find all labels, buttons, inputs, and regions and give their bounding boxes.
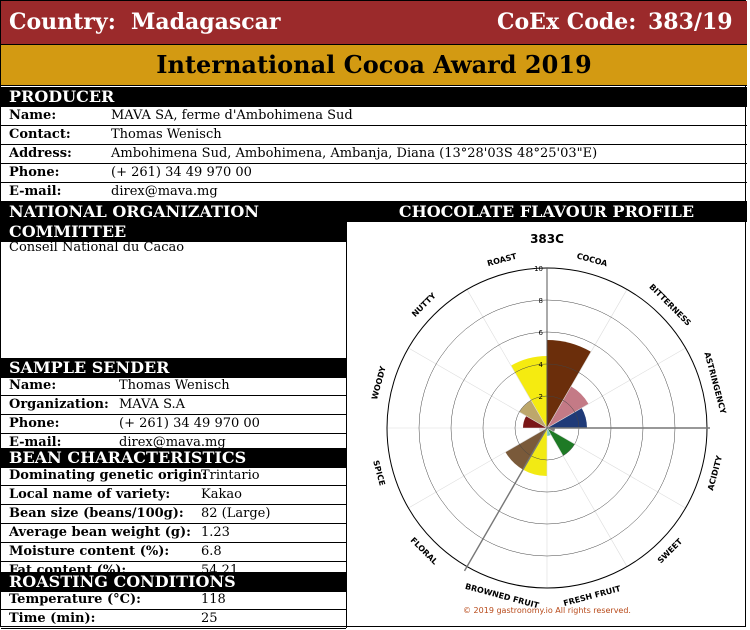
sector-roast bbox=[511, 356, 547, 428]
sender-row: Organization: MAVA S.A bbox=[1, 396, 346, 415]
ray-line bbox=[463, 427, 548, 572]
category-label: FLORAL bbox=[409, 536, 440, 567]
producer-value: Ambohimena Sud, Ambohimena, Ambanja, Dia… bbox=[111, 146, 598, 161]
roasting-section-title: ROASTING CONDITIONS bbox=[1, 572, 346, 592]
producer-key: Address: bbox=[9, 146, 72, 161]
producer-row: Contact: Thomas Wenisch bbox=[1, 126, 747, 145]
category-label: ACIDITY bbox=[706, 454, 724, 491]
roasting-row: Temperature (°C): 118 bbox=[1, 591, 346, 610]
sector-floral bbox=[505, 428, 547, 470]
sender-row: Phone: (+ 261) 34 49 970 00 bbox=[1, 415, 346, 434]
r-tick-label: 8 bbox=[539, 297, 543, 305]
coex-code: 383/19 bbox=[648, 9, 733, 35]
bean-value: Trintario bbox=[201, 468, 260, 483]
spoke-line bbox=[408, 347, 548, 429]
noc-section-title: NATIONAL ORGANIZATION COMMITTEE bbox=[1, 202, 346, 242]
sender-key: Name: bbox=[9, 378, 57, 393]
category-label: FRESH FRUIT bbox=[562, 584, 622, 608]
sector-browned-fruit bbox=[523, 428, 547, 476]
sender-value: direx@mava.mg bbox=[119, 435, 226, 450]
bean-section-title: BEAN CHARACTERISTICS bbox=[1, 448, 346, 468]
producer-section-title: PRODUCER bbox=[1, 87, 747, 107]
sector-astringency bbox=[547, 408, 587, 428]
sender-value: MAVA S.A bbox=[119, 397, 186, 412]
sender-value: Thomas Wenisch bbox=[119, 378, 230, 393]
flavour-profile-chart: 383C 2 4 6 8 10 COCOA BITTERNESS ASTRINGENCY AC… bbox=[346, 221, 747, 628]
flavour-section-title: CHOCOLATE FLAVOUR PROFILE bbox=[346, 202, 747, 222]
producer-value: (+ 261) 34 49 970 00 bbox=[111, 165, 252, 180]
sector-sweet bbox=[547, 428, 575, 456]
sender-key: Phone: bbox=[9, 416, 60, 431]
roasting-row: Time (min): 25 bbox=[1, 610, 346, 629]
spoke-line bbox=[546, 289, 628, 429]
spoke-line bbox=[546, 347, 686, 429]
country-value: Madagascar bbox=[131, 9, 281, 35]
bean-key: Local name of variety: bbox=[9, 487, 171, 502]
copyright-text: © 2019 gastronomy.io All rights reserved… bbox=[463, 606, 631, 615]
bean-key: Moisture content (%): bbox=[9, 544, 170, 559]
roasting-key: Temperature (°C): bbox=[9, 592, 141, 607]
r-tick-label: 10 bbox=[534, 265, 543, 273]
sector-cocoa bbox=[547, 340, 591, 428]
roasting-value: 25 bbox=[201, 611, 218, 626]
sector-bitterness bbox=[547, 386, 589, 428]
producer-key: E-mail: bbox=[9, 184, 62, 199]
spoke-line bbox=[466, 289, 548, 429]
producer-row: Phone: (+ 261) 34 49 970 00 bbox=[1, 164, 747, 183]
country-header-bar: Country: Madagascar CoEx Code: 383/19 bbox=[1, 1, 747, 44]
chart-title: 383C bbox=[530, 232, 564, 246]
sample-sender-section-title: SAMPLE SENDER bbox=[1, 358, 346, 378]
bean-row: Local name of variety: Kakao bbox=[1, 486, 346, 505]
bean-row: Dominating genetic origin: Trintario bbox=[1, 467, 346, 486]
category-label: SPICE bbox=[371, 459, 386, 486]
producer-value: direx@mava.mg bbox=[111, 184, 218, 199]
sector-nutty bbox=[519, 400, 547, 428]
producer-key: Name: bbox=[9, 108, 57, 123]
r-tick-label: 6 bbox=[539, 329, 544, 337]
category-label: WOODY bbox=[370, 365, 388, 401]
bean-value: 6.8 bbox=[201, 544, 222, 559]
sector-woody bbox=[523, 416, 547, 428]
country-label: Country: bbox=[9, 9, 116, 35]
sender-key: E-mail: bbox=[9, 435, 62, 450]
sender-value: (+ 261) 34 49 970 00 bbox=[119, 416, 260, 431]
spoke-line bbox=[408, 427, 548, 509]
spoke-line bbox=[546, 427, 686, 509]
polar-chart-svg: 383C 2 4 6 8 10 COCOA BITTERNESS ASTRINGENCY AC… bbox=[370, 232, 728, 615]
bean-key: Average bean weight (g): bbox=[9, 525, 191, 540]
bean-value: Kakao bbox=[201, 487, 242, 502]
category-label: BITTERNESS bbox=[647, 282, 693, 328]
spoke-line bbox=[546, 427, 628, 567]
bean-row: Bean size (beans/100g): 82 (Large) bbox=[1, 505, 346, 524]
award-title: International Cocoa Award 2019 bbox=[1, 44, 747, 86]
category-label: ROAST bbox=[486, 252, 518, 269]
r-tick-label: 2 bbox=[539, 393, 543, 401]
roasting-value: 118 bbox=[201, 592, 226, 607]
roasting-key: Time (min): bbox=[9, 611, 96, 626]
coex-label: CoEx Code: bbox=[497, 9, 637, 35]
bean-row: Average bean weight (g): 1.23 bbox=[1, 524, 346, 543]
category-label: ASTRINGENCY bbox=[702, 351, 727, 415]
bean-value: 82 (Large) bbox=[201, 506, 271, 521]
producer-value: Thomas Wenisch bbox=[111, 127, 222, 142]
sender-key: Organization: bbox=[9, 397, 109, 412]
producer-row: E-mail: direx@mava.mg bbox=[1, 183, 747, 202]
producer-key: Phone: bbox=[9, 165, 60, 180]
bean-key: Bean size (beans/100g): bbox=[9, 506, 184, 521]
sender-row: Name: Thomas Wenisch bbox=[1, 377, 346, 396]
r-tick-label: 4 bbox=[539, 361, 544, 369]
producer-value: MAVA SA, ferme d'Ambohimena Sud bbox=[111, 108, 353, 123]
bean-key: Dominating genetic origin: bbox=[9, 468, 207, 483]
producer-row: Name: MAVA SA, ferme d'Ambohimena Sud bbox=[1, 107, 747, 126]
producer-row: Address: Ambohimena Sud, Ambohimena, Amba… bbox=[1, 145, 747, 164]
bean-value: 1.23 bbox=[201, 525, 230, 540]
bean-row: Moisture content (%): 6.8 bbox=[1, 543, 346, 562]
category-label: COCOA bbox=[576, 252, 609, 269]
noc-text: Conseil National du Cacao bbox=[9, 240, 185, 255]
producer-key: Contact: bbox=[9, 127, 71, 142]
